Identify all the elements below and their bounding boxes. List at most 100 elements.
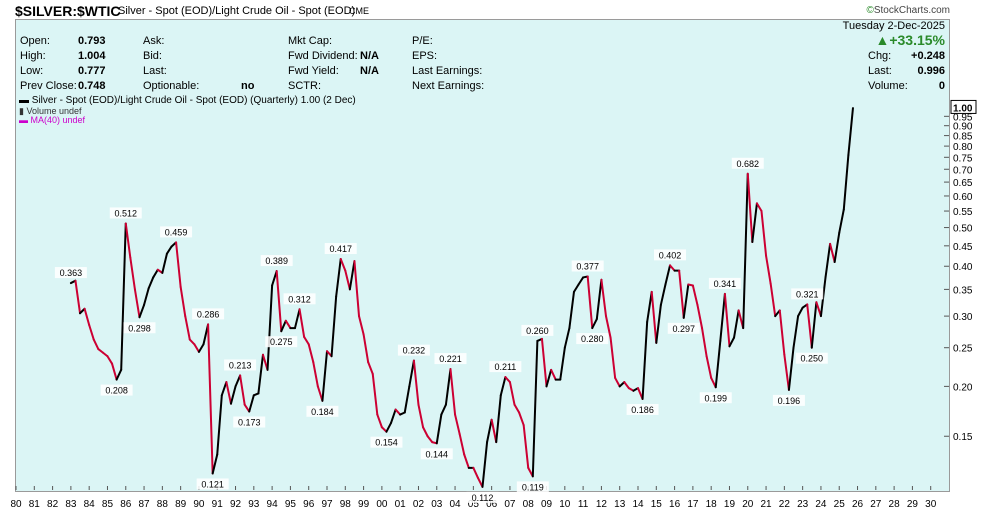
price-segment (691, 284, 699, 306)
price-segment (568, 290, 575, 330)
y-tick-label: 0.25 (953, 344, 973, 355)
prev-close-label: Prev Close: (20, 80, 77, 92)
data-label-bg (708, 277, 741, 289)
data-label: 0.112 (472, 493, 494, 503)
x-tick-label: 84 (84, 499, 96, 510)
price-segment (847, 107, 854, 156)
x-tick-label: 85 (102, 499, 114, 510)
data-label: 0.121 (201, 479, 224, 489)
data-label: 0.512 (114, 208, 137, 218)
mkt-cap-label: Mkt Cap: (288, 35, 333, 47)
price-segment (481, 441, 489, 488)
x-tick-label: 16 (669, 499, 681, 510)
price-segment (161, 252, 168, 274)
data-label-bg (521, 324, 554, 336)
x-tick-label: 13 (614, 499, 626, 510)
price-segment (165, 245, 173, 255)
price-segment (380, 426, 388, 433)
price-segment (179, 285, 187, 318)
y-tick-label: 0.50 (953, 224, 973, 235)
data-label-bg (731, 157, 764, 169)
data-label: 0.199 (704, 393, 727, 403)
price-segment (719, 292, 726, 342)
price-segment (463, 453, 470, 469)
price-segment (275, 270, 283, 333)
data-label: 0.250 (801, 354, 824, 364)
price-segment (815, 301, 822, 318)
x-tick-label: 26 (852, 499, 864, 510)
x-tick-label: 04 (449, 499, 461, 510)
price-segment (115, 368, 123, 381)
bid-label: Bid: (143, 50, 162, 62)
data-label: 0.208 (105, 386, 128, 396)
price-segment (486, 418, 493, 444)
data-label-bg (283, 293, 316, 305)
price-segment (435, 413, 443, 445)
price-segment (129, 256, 136, 291)
x-tick-label: 02 (413, 499, 425, 510)
price-segment (188, 338, 196, 346)
price-segment (577, 276, 585, 286)
price-segment (563, 327, 571, 349)
price-segment (307, 343, 315, 364)
data-label: 0.211 (494, 362, 516, 372)
data-label: 0.402 (659, 250, 682, 260)
x-tick-label: 81 (29, 499, 41, 510)
eps-label: EPS: (412, 50, 438, 62)
data-label-bg (434, 353, 467, 365)
price-segment (330, 295, 338, 358)
legend-ma: ▬ MA(40) undef (19, 115, 86, 125)
x-tick-label: 22 (779, 499, 791, 510)
x-tick-label: 99 (358, 499, 370, 510)
price-segment (778, 309, 786, 356)
price-segment (769, 282, 777, 318)
y-tick-label: 0.15 (953, 432, 973, 443)
price-segment (755, 202, 763, 213)
data-label: 0.312 (288, 294, 311, 304)
data-label: 0.280 (581, 334, 604, 344)
x-tick-label: 98 (340, 499, 352, 510)
high-label: High: (20, 50, 46, 62)
x-tick-label: 93 (248, 499, 260, 510)
price-segment (728, 336, 736, 348)
price-segment (833, 231, 841, 263)
fwd-dividend-label: Fwd Dividend: (288, 50, 358, 62)
stockcharts-logo-icon: © (866, 5, 874, 16)
legend-volume: ▮ Volume undef (19, 106, 82, 116)
x-tick-label: 24 (815, 499, 827, 510)
price-segment (595, 278, 603, 321)
price-segment (152, 268, 159, 279)
x-tick-label: 95 (285, 499, 297, 510)
data-label-bg (791, 288, 824, 300)
quote-date: Tuesday 2-Dec-2025 (842, 20, 945, 32)
price-segment (390, 408, 397, 424)
data-label-bg (772, 394, 805, 406)
data-label-bg (265, 336, 298, 348)
data-label: 0.186 (631, 405, 654, 415)
price-segment (664, 264, 672, 286)
y-tick-label: 0.95 (953, 112, 973, 123)
x-tick-label: 80 (10, 499, 22, 510)
price-segment (614, 376, 621, 388)
x-tick-label: 20 (742, 499, 754, 510)
x-tick-label: 19 (724, 499, 736, 510)
symbol-description: Silver - Spot (EOD)/Light Crude Oil - Sp… (118, 5, 356, 17)
price-segment (449, 368, 457, 416)
data-label-bg (626, 403, 659, 415)
price-segment (239, 374, 246, 406)
data-label-bg (370, 436, 403, 448)
price-segment (646, 290, 653, 323)
data-label: 0.184 (311, 407, 334, 417)
x-tick-label: 07 (504, 499, 516, 510)
data-label-bg (397, 344, 430, 356)
x-tick-label: 25 (834, 499, 846, 510)
x-tick-label: 83 (65, 499, 77, 510)
price-segment (303, 335, 310, 346)
price-segment (504, 376, 511, 384)
price-segment (197, 343, 205, 353)
x-tick-label: 92 (230, 499, 242, 510)
chart-panel[interactable]: Open: 0.793 High: 1.004 Low: 0.777 Prev … (15, 19, 950, 492)
price-segment (339, 258, 347, 272)
price-segment (559, 346, 566, 381)
